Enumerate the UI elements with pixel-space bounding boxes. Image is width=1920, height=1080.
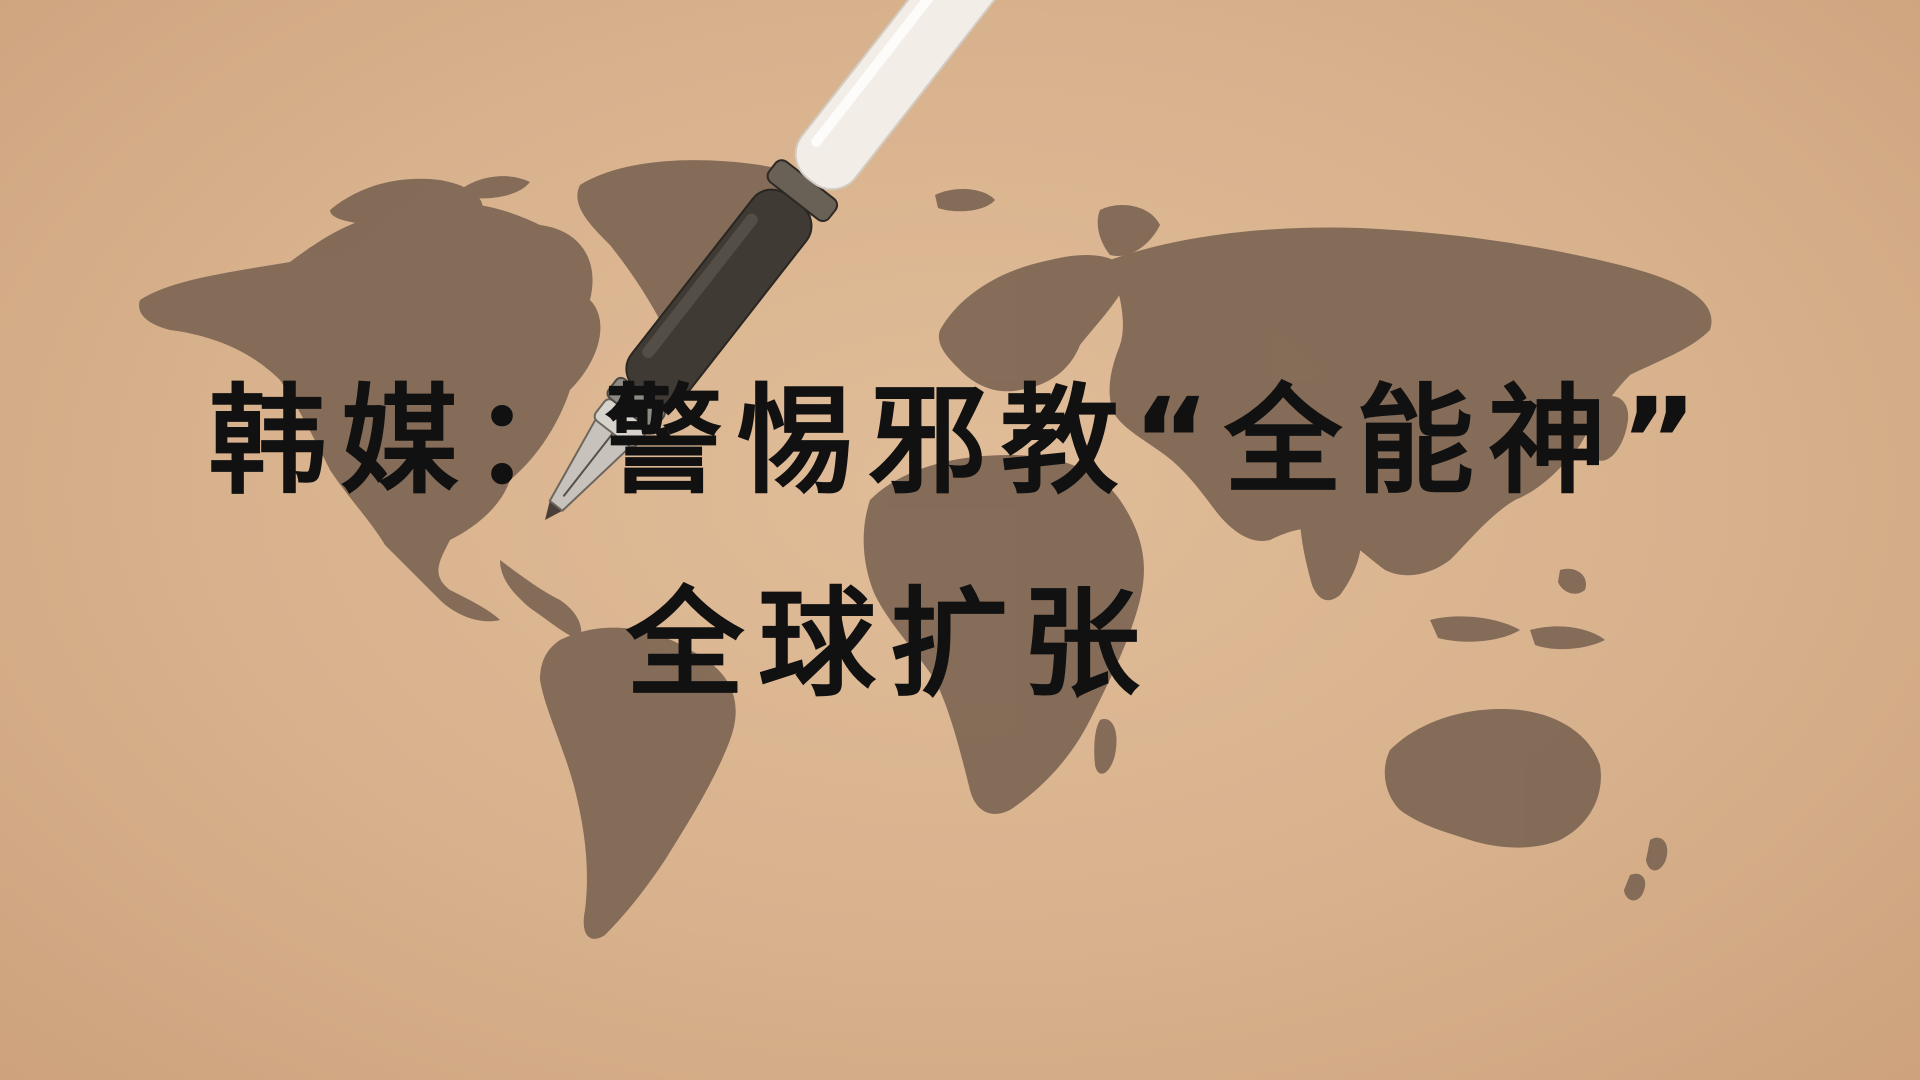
africa-shape bbox=[863, 455, 1144, 814]
arctic-islands-shape bbox=[330, 178, 483, 227]
south-america-shape bbox=[540, 627, 736, 939]
pen-body bbox=[794, 0, 1024, 191]
central-america-shape bbox=[500, 560, 582, 640]
north-america-shape bbox=[139, 202, 601, 622]
australia-shape bbox=[1384, 709, 1601, 848]
europe-shape bbox=[938, 255, 1130, 392]
india-shape bbox=[1299, 498, 1362, 601]
asia-shape bbox=[1109, 227, 1712, 576]
headline-line-2: 全球扩张 bbox=[625, 575, 1154, 713]
headline-line-1: 韩媒：警惕邪教“全能神” bbox=[208, 372, 1712, 510]
